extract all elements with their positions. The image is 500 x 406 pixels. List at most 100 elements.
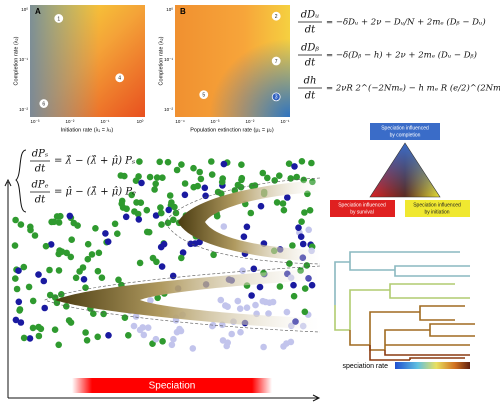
population-dot bbox=[122, 213, 130, 221]
population-dot bbox=[138, 179, 145, 187]
population-dot bbox=[105, 332, 112, 339]
population-dot bbox=[306, 207, 314, 214]
population-dot bbox=[104, 238, 112, 245]
population-dot bbox=[140, 331, 148, 339]
population-dot bbox=[286, 260, 293, 267]
population-dot bbox=[223, 342, 230, 350]
population-dot bbox=[88, 251, 96, 258]
population-dot bbox=[152, 180, 159, 188]
population-dot bbox=[46, 266, 53, 274]
population-dot bbox=[299, 240, 307, 248]
point-marker bbox=[199, 90, 209, 99]
population-dot bbox=[40, 277, 48, 285]
eq-denominator: dt bbox=[35, 195, 46, 206]
population-dot bbox=[57, 212, 64, 220]
population-dot bbox=[289, 242, 296, 249]
population-dot bbox=[31, 232, 39, 239]
y-tick-label: 10⁻¹ bbox=[19, 57, 28, 62]
population-dot bbox=[35, 332, 43, 340]
triangle-label: Speciation influenced bbox=[381, 125, 429, 131]
population-dot bbox=[181, 191, 189, 199]
population-dot bbox=[236, 305, 244, 313]
population-dot bbox=[149, 340, 156, 348]
population-dot bbox=[12, 316, 20, 324]
population-dot bbox=[100, 310, 107, 318]
population-dot bbox=[84, 240, 92, 248]
population-dot bbox=[297, 233, 305, 240]
population-dot bbox=[181, 180, 189, 187]
population-dot bbox=[201, 184, 209, 192]
y-axis-label: Completion rate (λ₂) bbox=[13, 36, 19, 85]
x-axis-label: Population extinction rate (μ₁ = μ₂) bbox=[190, 127, 274, 133]
population-dot bbox=[158, 221, 165, 228]
eq-rhs: = 2νR 2^(−2Nmₑ) − h mₑ R (e/2)^(2Nmₑ) bbox=[326, 83, 500, 94]
point-label: 4 bbox=[118, 76, 121, 82]
triangle-top bbox=[369, 142, 441, 198]
x-axis-label: Initiation rate (λ₁ = λ₃) bbox=[61, 127, 114, 133]
population-dot bbox=[20, 263, 28, 271]
population-dot bbox=[146, 173, 154, 181]
population-dot bbox=[237, 328, 244, 336]
population-dot bbox=[257, 202, 265, 210]
population-dot bbox=[293, 173, 301, 181]
y-tick-label: 10⁻¹ bbox=[164, 57, 173, 62]
population-dot bbox=[84, 255, 92, 263]
population-dot bbox=[152, 335, 160, 343]
population-dot bbox=[55, 267, 63, 274]
population-dot bbox=[238, 161, 245, 168]
population-dot bbox=[55, 341, 62, 349]
population-dot bbox=[131, 208, 138, 215]
eq-denominator: dt bbox=[305, 58, 316, 69]
point-marker bbox=[115, 73, 125, 83]
triangle-label: by completion bbox=[390, 132, 421, 138]
population-dot bbox=[202, 192, 209, 200]
panel-label: A bbox=[35, 7, 41, 16]
population-dot bbox=[189, 345, 197, 352]
population-dot bbox=[170, 335, 177, 343]
population-dot bbox=[130, 322, 138, 330]
population-dot bbox=[72, 274, 80, 282]
eq-rhs: = −δDᵤ + 2ν − Dᵤ/N + 2mₑ (Dᵦ − Dᵤ) bbox=[326, 17, 486, 28]
population-dot bbox=[168, 341, 176, 349]
population-dot bbox=[283, 308, 291, 316]
point-marker bbox=[54, 14, 64, 23]
population-dot bbox=[135, 216, 143, 223]
population-dot bbox=[158, 263, 166, 270]
point-label: 7 bbox=[275, 59, 278, 65]
population-dot bbox=[55, 219, 63, 226]
population-dot bbox=[220, 160, 228, 168]
population-dot bbox=[153, 258, 160, 266]
population-dot bbox=[170, 216, 177, 224]
colorbar-label: speciation rate bbox=[342, 363, 388, 370]
population-dot bbox=[208, 158, 215, 165]
colorbar bbox=[395, 362, 470, 369]
x-tick-label: 10⁻³ bbox=[31, 119, 40, 124]
population-dot bbox=[308, 159, 315, 167]
population-dot bbox=[158, 209, 165, 217]
eq-numerator: dDᵦ bbox=[301, 43, 319, 54]
label-box bbox=[405, 200, 470, 217]
population-dot bbox=[219, 337, 227, 344]
speciation-bar bbox=[72, 378, 272, 393]
x-tick-label: 10⁰ bbox=[137, 119, 144, 124]
population-dot bbox=[217, 296, 225, 304]
eq-denominator: dt bbox=[305, 25, 316, 36]
population-dot bbox=[228, 330, 235, 338]
population-dot bbox=[176, 325, 183, 333]
eq-numerator: dPₛ bbox=[32, 149, 49, 160]
population-dot bbox=[95, 249, 103, 257]
population-dot bbox=[291, 163, 298, 170]
population-dot bbox=[153, 174, 161, 181]
point-label: 6 bbox=[42, 101, 45, 107]
eq-numerator: dPₑ bbox=[31, 180, 48, 191]
y-tick-label: 10⁻² bbox=[164, 107, 173, 112]
y-tick-label: 10⁰ bbox=[166, 7, 173, 12]
population-dot bbox=[265, 310, 272, 317]
population-dot bbox=[218, 178, 226, 186]
population-dot bbox=[224, 303, 231, 311]
population-dot bbox=[168, 199, 175, 206]
population-dot bbox=[284, 194, 291, 201]
eq-numerator: dh bbox=[304, 76, 317, 87]
population-dot bbox=[147, 297, 154, 304]
x-tick-label: 10⁻² bbox=[66, 119, 75, 124]
